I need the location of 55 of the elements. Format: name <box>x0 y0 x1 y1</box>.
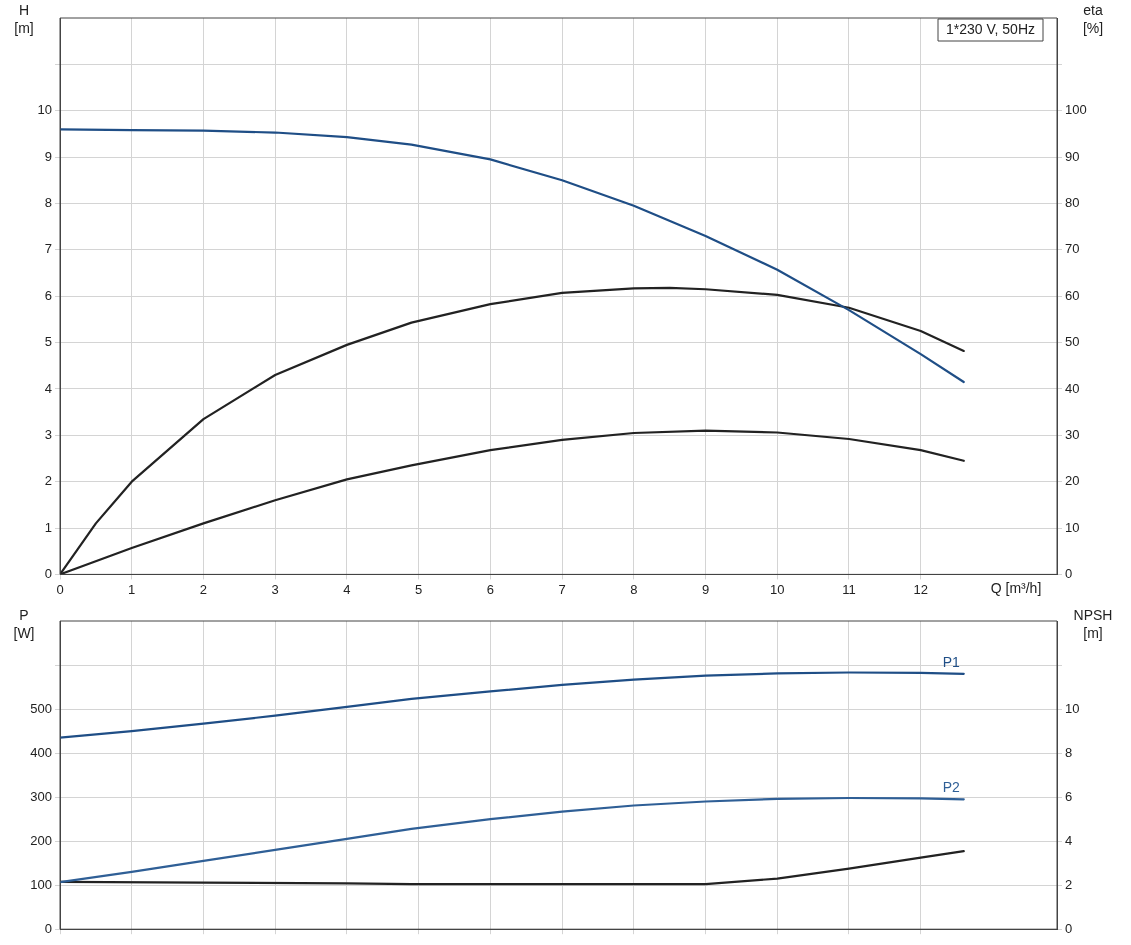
y-tick-label: 0 <box>44 565 52 581</box>
x-tick-label: 0 <box>56 581 64 597</box>
y-tick-label: 6 <box>44 287 52 303</box>
y-tick-label: 4 <box>44 380 52 396</box>
y-tick-label: 1 <box>44 519 52 535</box>
y2-axis-title: NPSH [m] <box>1073 606 1113 641</box>
y-tick-label: 7 <box>44 241 52 257</box>
x-tick-label: 2 <box>199 581 208 597</box>
y-tick-label: 500 <box>30 700 52 716</box>
y-tick-label: 10 <box>37 102 52 118</box>
y-tick-label: 300 <box>30 788 52 804</box>
x-tick-label: 12 <box>913 581 928 597</box>
y-tick-label: 200 <box>30 832 52 848</box>
y2-tick-label: 4 <box>1065 832 1073 848</box>
y2-tick-label: 60 <box>1065 287 1080 303</box>
y2-tick-label: 40 <box>1065 380 1080 396</box>
y2-tick-label: 30 <box>1065 426 1080 442</box>
y2-tick-label: 6 <box>1065 788 1073 804</box>
y-tick-label: 100 <box>30 876 52 892</box>
series-label: P1 <box>942 653 960 670</box>
y2-tick-label: 80 <box>1065 195 1080 211</box>
y-tick-label: 3 <box>44 426 52 442</box>
series-label: P2 <box>942 779 960 796</box>
x-tick-label: 8 <box>630 581 638 597</box>
x-tick-label: 10 <box>770 581 785 597</box>
y-tick-label: 0 <box>44 920 52 936</box>
y2-tick-label: 20 <box>1065 473 1080 489</box>
y2-tick-label: 10 <box>1065 519 1080 535</box>
x-tick-label: 5 <box>415 581 423 597</box>
y2-tick-label: 10 <box>1065 700 1080 716</box>
y2-tick-label: 70 <box>1065 241 1080 257</box>
y2-tick-label: 50 <box>1065 334 1080 350</box>
y-tick-label: 8 <box>44 195 52 211</box>
x-tick-label: 11 <box>842 581 856 597</box>
y-tick-label: 400 <box>30 744 52 760</box>
y-axis-title: P [W] <box>13 606 35 641</box>
x-tick-label: 3 <box>271 581 279 597</box>
y-tick-label: 9 <box>44 148 52 164</box>
y2-tick-label: 0 <box>1065 920 1073 936</box>
x-axis-title: Q [m³/h] <box>990 580 1042 597</box>
x-tick-label: 9 <box>701 581 710 597</box>
x-tick-label: 4 <box>343 581 351 597</box>
y-tick-label: 5 <box>44 334 52 350</box>
y-tick-label: 2 <box>44 473 52 489</box>
annotation: 1*230 V, 50Hz <box>946 20 1035 37</box>
x-tick-label: 7 <box>558 581 566 597</box>
y2-tick-label: 8 <box>1065 744 1073 760</box>
y2-tick-label: 2 <box>1065 876 1073 892</box>
x-tick-label: 6 <box>486 581 494 597</box>
y2-tick-label: 100 <box>1065 102 1087 118</box>
y2-tick-label: 0 <box>1065 565 1073 581</box>
y2-axis-title: eta [%] <box>1082 1 1104 36</box>
y-axis-title: H [m] <box>14 1 34 36</box>
y2-tick-label: 90 <box>1065 148 1080 164</box>
x-tick-label: 1 <box>128 581 136 597</box>
